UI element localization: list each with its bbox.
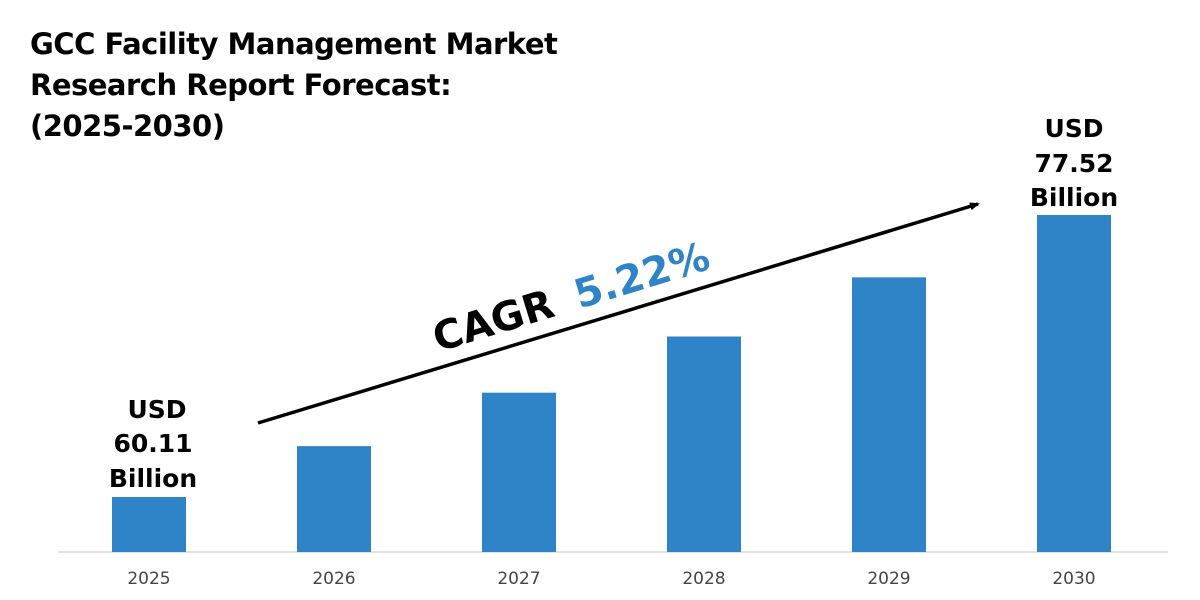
- x-tick-2027: 2027: [497, 569, 540, 589]
- title-line-3: (2025-2030): [30, 109, 225, 143]
- bars: [112, 215, 1111, 552]
- x-tick-labels: 2025 2026 2027 2028 2029 2030: [127, 569, 1095, 589]
- data-label-first-line-1: USD: [127, 395, 186, 424]
- cagr-label: CAGR: [427, 281, 559, 361]
- bar-2030: [1037, 215, 1111, 552]
- x-tick-2025: 2025: [127, 569, 170, 589]
- chart-title: GCC Facility Management Market Research …: [30, 24, 558, 147]
- title-line-2: Research Report Forecast:: [30, 68, 452, 102]
- title-line-1: GCC Facility Management Market: [30, 27, 558, 61]
- data-label-first-line-2: 60.11: [113, 429, 192, 458]
- bar-2029: [852, 277, 926, 552]
- data-label-2025: USD 60.11 Billion: [109, 395, 197, 493]
- data-label-last-line-2: 77.52: [1034, 149, 1113, 178]
- data-label-2030: USD 77.52 Billion: [1030, 114, 1118, 212]
- bar-2027: [482, 392, 556, 552]
- data-label-last-line-1: USD: [1044, 114, 1103, 143]
- bar-2028: [667, 336, 741, 552]
- x-tick-2030: 2030: [1052, 569, 1095, 589]
- data-label-first-line-3: Billion: [109, 464, 197, 493]
- bar-2026: [297, 446, 371, 552]
- x-tick-2029: 2029: [867, 569, 910, 589]
- cagr-arrow: [257, 202, 980, 425]
- x-tick-2028: 2028: [682, 569, 725, 589]
- bar-2025: [112, 497, 186, 552]
- x-tick-2026: 2026: [312, 569, 355, 589]
- data-label-last-line-3: Billion: [1030, 183, 1118, 212]
